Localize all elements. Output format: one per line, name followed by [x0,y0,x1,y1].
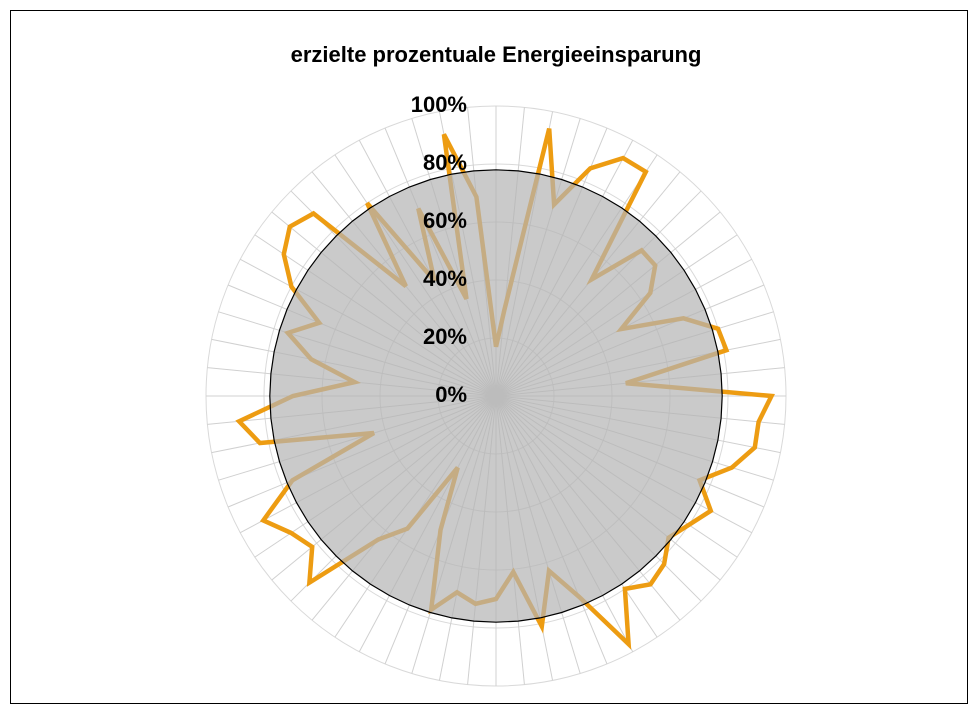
r-tick-label: 0% [435,382,467,407]
r-tick-label: 20% [423,324,467,349]
r-tick-label: 100% [411,92,467,117]
chart-title: erzielte prozentuale Energieeinsparung [291,42,702,67]
r-tick-label: 80% [423,150,467,175]
series-area [269,169,723,623]
r-tick-label: 60% [423,208,467,233]
r-tick-label: 40% [423,266,467,291]
